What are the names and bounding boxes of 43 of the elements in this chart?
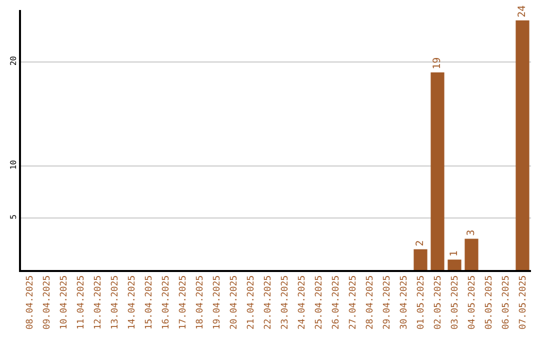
x-tick-label: 10.04.2025 [59,275,70,330]
x-tick-label: 12.04.2025 [93,275,104,330]
x-tick-label: 01.05.2025 [416,275,426,330]
x-tick-label: 23.04.2025 [280,275,290,330]
x-tick-label: 25.04.2025 [314,275,324,330]
x-tick-label: 03.05.2025 [450,275,460,330]
data-label: 19 [432,57,443,70]
x-tick-label: 24.04.2025 [297,275,308,330]
y-tick-label: 5 [9,214,18,220]
x-tick-label: 02.05.2025 [433,275,444,330]
x-tick-label: 27.04.2025 [348,275,358,330]
y-tick-label: 20 [9,56,18,66]
bar [516,20,530,270]
data-label: 1 [449,250,460,257]
x-tick-label: 16.04.2025 [161,275,172,330]
data-label: 2 [415,240,426,246]
x-tick-label: 20.04.2025 [229,275,240,330]
x-tick-label: 26.04.2025 [331,275,342,330]
x-tick-label: 17.04.2025 [178,275,188,330]
x-tick-label: 07.05.2025 [518,275,528,330]
x-tick-label: 21.04.2025 [246,275,256,330]
x-tick-label: 22.04.2025 [263,275,274,330]
x-tick-label: 28.04.2025 [365,275,376,330]
bar [430,72,444,270]
x-tick-label: 18.04.2025 [195,275,206,330]
bar [414,249,428,270]
data-label: 24 [517,5,528,18]
x-tick-label: 05.05.2025 [484,275,494,330]
x-tick-label: 15.04.2025 [144,275,154,330]
y-tick-label: 10 [9,160,18,170]
x-tick-label: 09.04.2025 [42,275,52,330]
x-tick-label: 29.04.2025 [382,275,392,330]
x-tick-label: 08.04.2025 [25,275,36,330]
x-tick-label: 13.04.2025 [110,275,120,330]
x-tick-label: 06.05.2025 [501,275,512,330]
x-tick-label: 30.04.2025 [399,275,410,330]
data-label: 3 [466,230,477,236]
bar [448,260,462,270]
x-tick-label: 19.04.2025 [212,275,222,330]
bar [464,238,478,270]
x-tick-label: 11.04.2025 [76,275,86,330]
x-tick-label: 14.04.2025 [127,275,138,330]
x-tick-label: 04.05.2025 [467,275,478,330]
